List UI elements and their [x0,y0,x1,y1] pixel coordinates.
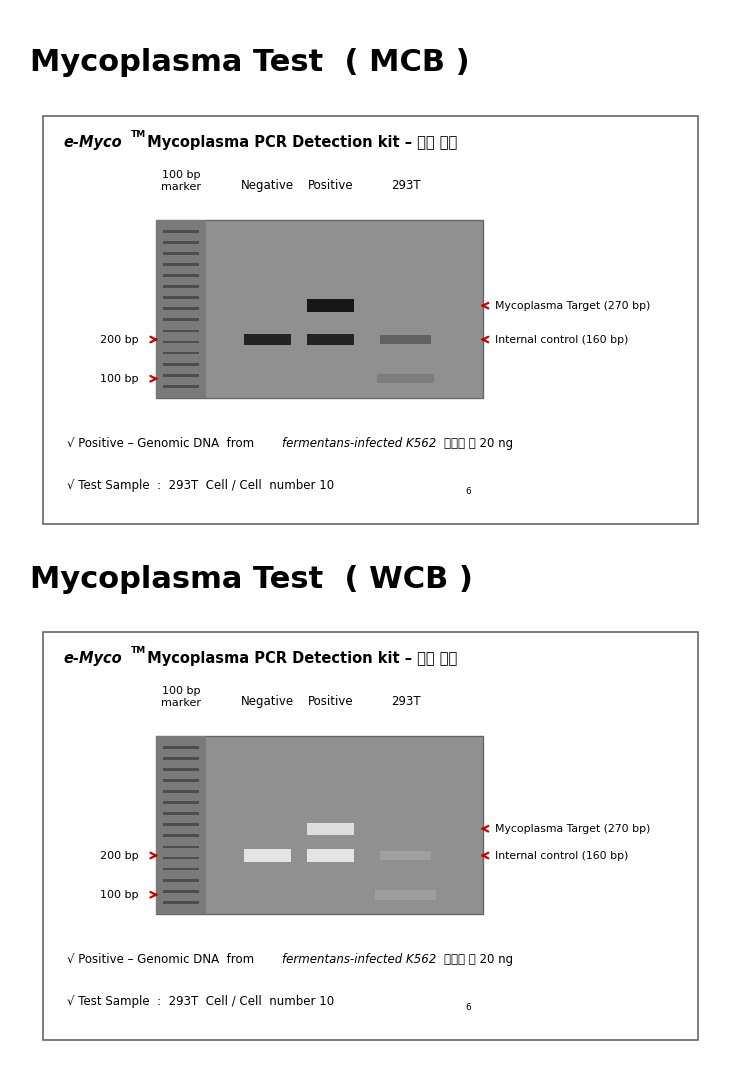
Bar [163,834,199,837]
Bar [163,352,199,355]
Text: 200 bp: 200 bp [100,850,139,860]
Text: Mycoplasma Test  ( MCB ): Mycoplasma Test ( MCB ) [30,48,469,77]
Text: 6: 6 [465,487,471,496]
Text: e-Myco: e-Myco [64,651,122,666]
Bar [163,757,199,760]
Bar [163,307,199,311]
Bar [379,850,431,860]
Text: Positive: Positive [308,180,353,192]
Bar [163,801,199,804]
Text: 100 bp
marker: 100 bp marker [161,686,201,708]
Bar [163,253,199,255]
Text: Internal control (160 bp): Internal control (160 bp) [495,334,628,344]
Bar [308,299,354,313]
Bar [163,362,199,366]
Text: √ Test Sample  :  293T  Cell / Cell  number 10: √ Test Sample : 293T Cell / Cell number … [67,995,334,1008]
Text: Negative: Negative [241,180,294,192]
Bar [156,220,483,399]
Bar [163,823,199,827]
Bar [163,374,199,376]
Bar [308,849,354,862]
Bar [156,736,207,915]
Text: Mycoplasma Test  ( WCB ): Mycoplasma Test ( WCB ) [30,565,473,594]
Text: √ Positive – Genomic DNA  from: √ Positive – Genomic DNA from [67,952,258,965]
Text: 100 bp
marker: 100 bp marker [161,170,201,192]
Text: 293T: 293T [391,180,420,192]
Text: 6: 6 [465,1003,471,1012]
Text: TM: TM [130,646,146,655]
Bar [163,857,199,859]
Bar [308,333,354,345]
Text: Mycoplasma PCR Detection kit – 실험 결과: Mycoplasma PCR Detection kit – 실험 결과 [142,651,457,666]
Bar [163,263,199,266]
Bar [163,901,199,904]
Text: e-Myco: e-Myco [64,135,122,150]
Bar [379,334,431,344]
Text: √ Test Sample  :  293T  Cell / Cell  number 10: √ Test Sample : 293T Cell / Cell number … [67,479,334,492]
Bar [375,890,436,900]
Text: :  사용한 양 20 ng: : 사용한 양 20 ng [425,436,514,449]
Bar [244,849,290,862]
Text: Mycoplasma PCR Detection kit – 실험 결과: Mycoplasma PCR Detection kit – 실험 결과 [142,135,457,150]
Bar [244,333,290,345]
Bar [163,769,199,771]
Text: fermentans-infected K562: fermentans-infected K562 [282,436,436,449]
Text: 200 bp: 200 bp [100,334,139,344]
Bar [163,746,199,749]
Bar [163,890,199,892]
Text: √ Positive – Genomic DNA  from: √ Positive – Genomic DNA from [67,436,258,449]
Bar [163,846,199,848]
Text: 100 bp: 100 bp [100,890,139,900]
Bar [156,736,483,915]
Bar [163,779,199,782]
Text: TM: TM [130,130,146,139]
Bar [163,330,199,332]
Bar [163,297,199,299]
Bar [163,341,199,343]
Text: Internal control (160 bp): Internal control (160 bp) [495,850,628,860]
Bar [377,374,433,383]
Text: Mycoplasma Target (270 bp): Mycoplasma Target (270 bp) [495,823,651,834]
Bar [163,230,199,233]
Bar [163,274,199,277]
Bar [163,878,199,882]
Text: Positive: Positive [308,696,353,708]
Text: Mycoplasma Target (270 bp): Mycoplasma Target (270 bp) [495,301,651,311]
Bar [163,241,199,244]
Text: :  사용한 양 20 ng: : 사용한 양 20 ng [425,952,514,965]
Bar [163,385,199,388]
Bar [163,318,199,321]
Bar [163,868,199,871]
Bar [163,285,199,288]
Bar [163,813,199,815]
Text: 100 bp: 100 bp [100,374,139,384]
Text: 293T: 293T [391,696,420,708]
Bar [308,822,354,835]
Bar [163,790,199,793]
Bar [156,220,207,399]
Text: fermentans-infected K562: fermentans-infected K562 [282,952,436,965]
Text: Negative: Negative [241,696,294,708]
